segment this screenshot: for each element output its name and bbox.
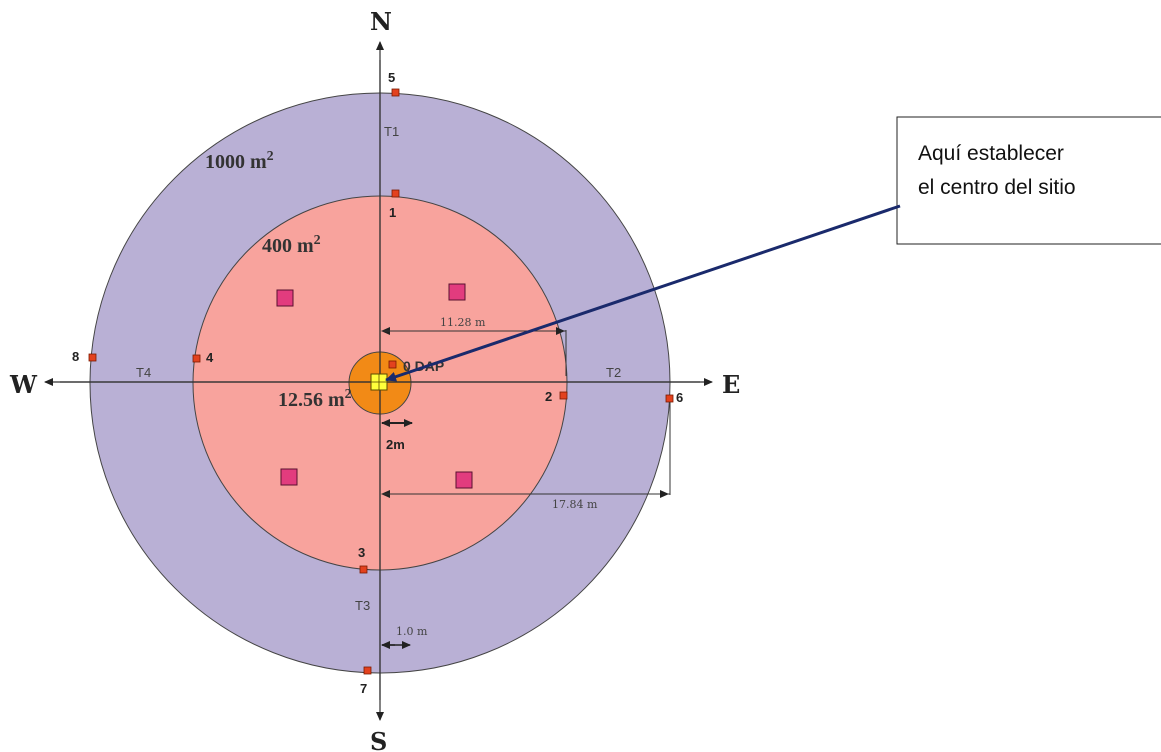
- marker-label-6: 6: [676, 390, 683, 405]
- subplot-square-nw: [276, 289, 294, 307]
- marker-point-3: [359, 565, 368, 574]
- compass-west: W: [9, 370, 38, 399]
- transect-label-t1: T1: [384, 124, 399, 139]
- marker-point-1: [391, 189, 400, 198]
- subplot-square-ne: [448, 283, 466, 301]
- marker-point-5: [391, 88, 400, 97]
- marker-point-7: [363, 666, 372, 675]
- transect-label-t3: T3: [355, 598, 370, 613]
- marker-label-7: 7: [360, 681, 367, 696]
- dim-offset-label: 1.0 m: [396, 625, 428, 638]
- subplot-square-se: [455, 471, 473, 489]
- dim-center-radius-label: 2m: [386, 437, 405, 452]
- transect-label-t2: T2: [606, 365, 621, 380]
- compass-east: E: [722, 370, 740, 399]
- compass-north: N: [370, 7, 392, 36]
- marker-label-2: 2: [545, 389, 552, 404]
- dim-outer-radius-label: 17.84 m: [552, 498, 598, 511]
- marker-label-5: 5: [388, 70, 395, 85]
- dap-marker: [388, 360, 397, 369]
- dim-inner-radius-label: 11.28 m: [440, 316, 486, 329]
- marker-label-3: 3: [358, 545, 365, 560]
- marker-point-2: [559, 391, 568, 400]
- callout-line-1: Aquí establecer: [918, 142, 1064, 165]
- callout-line-2: el centro del sitio: [918, 176, 1076, 199]
- marker-label-1: 1: [389, 205, 396, 220]
- marker-label-4: 4: [206, 350, 214, 365]
- inner-area-label: 400 m2: [262, 233, 321, 257]
- transect-label-t4: T4: [136, 365, 151, 380]
- marker-point-6: [665, 394, 674, 403]
- marker-point-4: [192, 354, 201, 363]
- subplot-square-sw: [280, 468, 298, 486]
- callout-arrow: [385, 204, 901, 382]
- marker-point-8: [88, 353, 97, 362]
- callout-box: [896, 116, 1161, 245]
- center-area-label: 12.56 m2: [278, 387, 352, 411]
- marker-label-8: 8: [72, 349, 79, 364]
- outer-area-label: 1000 m2: [205, 149, 274, 173]
- compass-south: S: [370, 727, 387, 752]
